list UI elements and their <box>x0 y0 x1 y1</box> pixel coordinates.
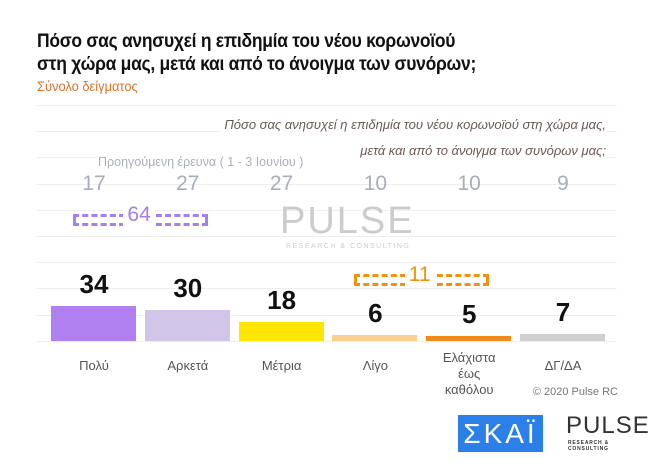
category-label: Λίγο <box>362 358 389 373</box>
category-label: Μέτρια <box>261 358 302 373</box>
bar-1 <box>144 310 230 341</box>
value-label: 6 <box>368 297 383 328</box>
chart-title: Πόσο σας ανησυχεί η επιδημία του νέου κο… <box>37 30 476 76</box>
subtitle: Σύνολο δείγματος <box>37 78 138 94</box>
gridline <box>37 105 617 106</box>
category-label: Ελάχιστα έως καθόλου <box>442 350 496 397</box>
value-label: 34 <box>79 268 109 299</box>
group-total: 11 <box>404 264 435 286</box>
bar-3 <box>332 334 418 341</box>
gridline <box>37 262 617 263</box>
copyright: © 2020 Pulse RC <box>532 386 618 398</box>
bar-0 <box>51 305 136 341</box>
previous-value: 10 <box>457 172 481 195</box>
value-label: 7 <box>555 296 571 327</box>
group-total: 64 <box>123 204 155 226</box>
gridline <box>37 315 617 316</box>
gridline <box>37 236 617 237</box>
title-line-2: στη χώρα μας, μετά και από το άνοιγμα τω… <box>37 54 476 75</box>
previous-value: 27 <box>176 172 200 195</box>
value-label: 5 <box>461 298 477 329</box>
previous-survey-label: Προηγούμενη έρευνα ( 1 - 3 Ιουνίου ) <box>98 155 304 169</box>
bar-2 <box>238 322 324 341</box>
group-bracket: 11 <box>354 264 490 286</box>
pulse-watermark: PULSE RESEARCH & CONSULTING <box>260 200 415 250</box>
previous-value: 9 <box>557 172 569 195</box>
watermark-logo-text: PULSE <box>280 200 415 242</box>
category-label: ΔΓ/ΔΑ <box>544 358 582 373</box>
title-line-1: Πόσο σας ανησυχεί η επιδημία του νέου κο… <box>37 31 456 52</box>
gridline <box>37 341 617 342</box>
bar-4 <box>426 335 512 341</box>
group-bracket: 64 <box>73 204 208 226</box>
value-label: 30 <box>173 273 203 304</box>
category-label: Πολύ <box>79 358 109 373</box>
pulse-logo-sub: RESEARCH & CONSULTING <box>568 440 610 452</box>
question-line-1: Πόσο σας ανησυχεί η επιδημία του νέου κο… <box>224 117 606 132</box>
previous-value: 27 <box>269 172 294 195</box>
previous-value: 10 <box>363 172 388 195</box>
bar-5 <box>520 333 605 341</box>
gridline <box>37 210 617 211</box>
skai-logo: ΣΚΑΪ <box>458 415 543 452</box>
category-label: Αρκετά <box>167 358 209 373</box>
watermark-logo-sub: RESEARCH & CONSULTING <box>286 243 411 250</box>
value-label: 18 <box>267 285 297 316</box>
gridline <box>37 288 617 289</box>
question-line-2: μετά και από το άνοιγμα των συνόρων μας; <box>360 143 606 158</box>
previous-value: 17 <box>82 172 106 195</box>
pulse-logo-text: PULSE <box>566 412 650 439</box>
gridline <box>37 184 617 185</box>
pulse-logo: PULSE RESEARCH & CONSULTING <box>548 412 650 452</box>
